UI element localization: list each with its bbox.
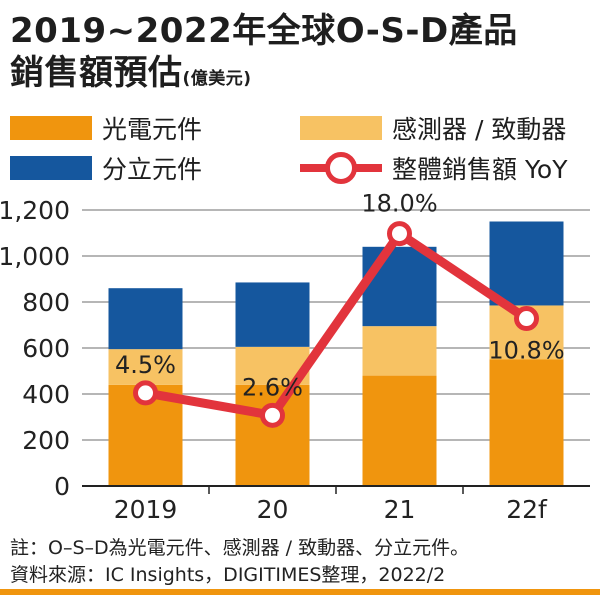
title-line-2-text: 銷售額預估: [10, 53, 183, 93]
bar-sensor: [362, 326, 437, 376]
legend-item-yoy: 整體銷售額 YoY: [300, 150, 567, 186]
bar-discrete: [489, 221, 564, 306]
y-tick-label: 200: [22, 426, 70, 455]
legend-label-yoy: 整體銷售額 YoY: [392, 155, 568, 184]
legend-swatch-yoy: [300, 151, 382, 185]
yoy-line: [144, 229, 530, 420]
legend-swatch-opto: [10, 116, 92, 140]
y-tick-label: 0: [54, 472, 70, 501]
yoy-data-label: 4.5%: [115, 351, 176, 379]
bar-opto: [235, 384, 310, 486]
x-tick-label: 2019: [114, 495, 178, 524]
x-tick-label: 22f: [506, 495, 548, 524]
note-source: 資料來源：IC Insights，DIGITIMES整理，2022/2: [10, 564, 446, 586]
yoy-data-label: 10.8%: [488, 337, 564, 365]
y-tick-label: 1,000: [0, 242, 70, 271]
legend-label-opto: 光電元件: [102, 115, 203, 144]
yoy-point: [387, 221, 412, 247]
legend-item-sensor: 感測器 / 致動器: [300, 110, 566, 146]
legend-label-discrete: 分立元件: [102, 155, 203, 184]
bar-discrete: [108, 288, 183, 350]
x-tick-label: 20: [257, 495, 289, 524]
yoy-point: [133, 380, 158, 406]
bar-opto: [362, 375, 437, 486]
bar-discrete: [362, 246, 437, 327]
chart-title: 2019~2022年全球O-S-D產品 銷售額預估(億美元): [10, 10, 518, 100]
legend-item-opto: 光電元件: [10, 110, 202, 146]
yoy-point: [514, 306, 539, 332]
title-line-1: 2019~2022年全球O-S-D產品: [10, 11, 518, 51]
y-tick-label: 800: [22, 288, 70, 317]
y-tick-label: 600: [22, 334, 70, 363]
legend-item-discrete: 分立元件: [10, 150, 202, 186]
note-definition: 註：O–S–D為光電元件、感測器 / 致動器、分立元件。: [10, 537, 470, 559]
legend-label-sensor: 感測器 / 致動器: [392, 115, 567, 144]
bar-opto: [489, 359, 564, 486]
chart-area: 4.5% 2.6% 18.0% 10.8% 0 200 400 600 800 1,000 1,2…: [0, 190, 590, 524]
legend-swatch-discrete: [10, 156, 92, 180]
title-unit: (億美元): [182, 69, 252, 89]
legend-swatch-sensor: [300, 116, 382, 140]
y-tick-label: 400: [22, 380, 70, 409]
yoy-data-label: 18.0%: [361, 190, 437, 218]
title-line-2: 銷售額預估(億美元): [10, 52, 518, 100]
yoy-data-label: 2.6%: [242, 373, 303, 401]
bar-sensor: [108, 349, 183, 385]
bar-discrete: [235, 282, 310, 347]
bottom-accent-bar: [0, 589, 600, 595]
x-tick-label: 21: [384, 495, 416, 524]
yoy-point: [260, 402, 285, 428]
y-tick-label: 1,200: [0, 196, 70, 225]
